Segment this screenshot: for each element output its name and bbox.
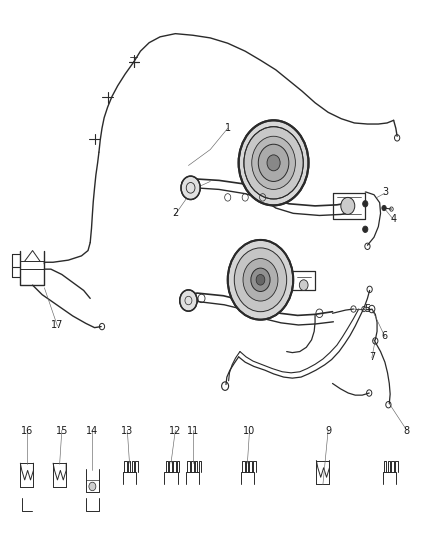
Circle shape <box>180 290 197 311</box>
Circle shape <box>234 248 287 312</box>
Text: 12: 12 <box>169 426 181 437</box>
Circle shape <box>181 176 200 199</box>
Circle shape <box>363 200 368 207</box>
Text: 16: 16 <box>21 426 33 437</box>
Text: 14: 14 <box>86 426 99 437</box>
Circle shape <box>382 205 386 211</box>
Text: 2: 2 <box>172 208 178 219</box>
Text: 17: 17 <box>51 320 64 330</box>
Text: 9: 9 <box>325 426 331 437</box>
Circle shape <box>258 144 289 181</box>
Text: 8: 8 <box>404 426 410 437</box>
Text: 1: 1 <box>225 123 231 133</box>
Circle shape <box>228 240 293 320</box>
Circle shape <box>251 268 270 292</box>
Text: 6: 6 <box>382 330 388 341</box>
Text: 15: 15 <box>56 426 68 437</box>
Text: 11: 11 <box>187 426 199 437</box>
Circle shape <box>267 155 280 171</box>
Text: 7: 7 <box>369 352 375 362</box>
Circle shape <box>363 226 368 232</box>
Circle shape <box>252 136 295 189</box>
Text: 5: 5 <box>364 304 371 314</box>
Circle shape <box>239 120 308 205</box>
Text: 13: 13 <box>121 426 134 437</box>
Text: 10: 10 <box>244 426 256 437</box>
Circle shape <box>299 280 308 290</box>
Text: 4: 4 <box>391 214 397 224</box>
Circle shape <box>256 274 265 285</box>
Circle shape <box>89 482 96 491</box>
Circle shape <box>243 259 278 301</box>
Circle shape <box>244 127 303 199</box>
Circle shape <box>341 197 355 214</box>
Text: 3: 3 <box>382 187 388 197</box>
